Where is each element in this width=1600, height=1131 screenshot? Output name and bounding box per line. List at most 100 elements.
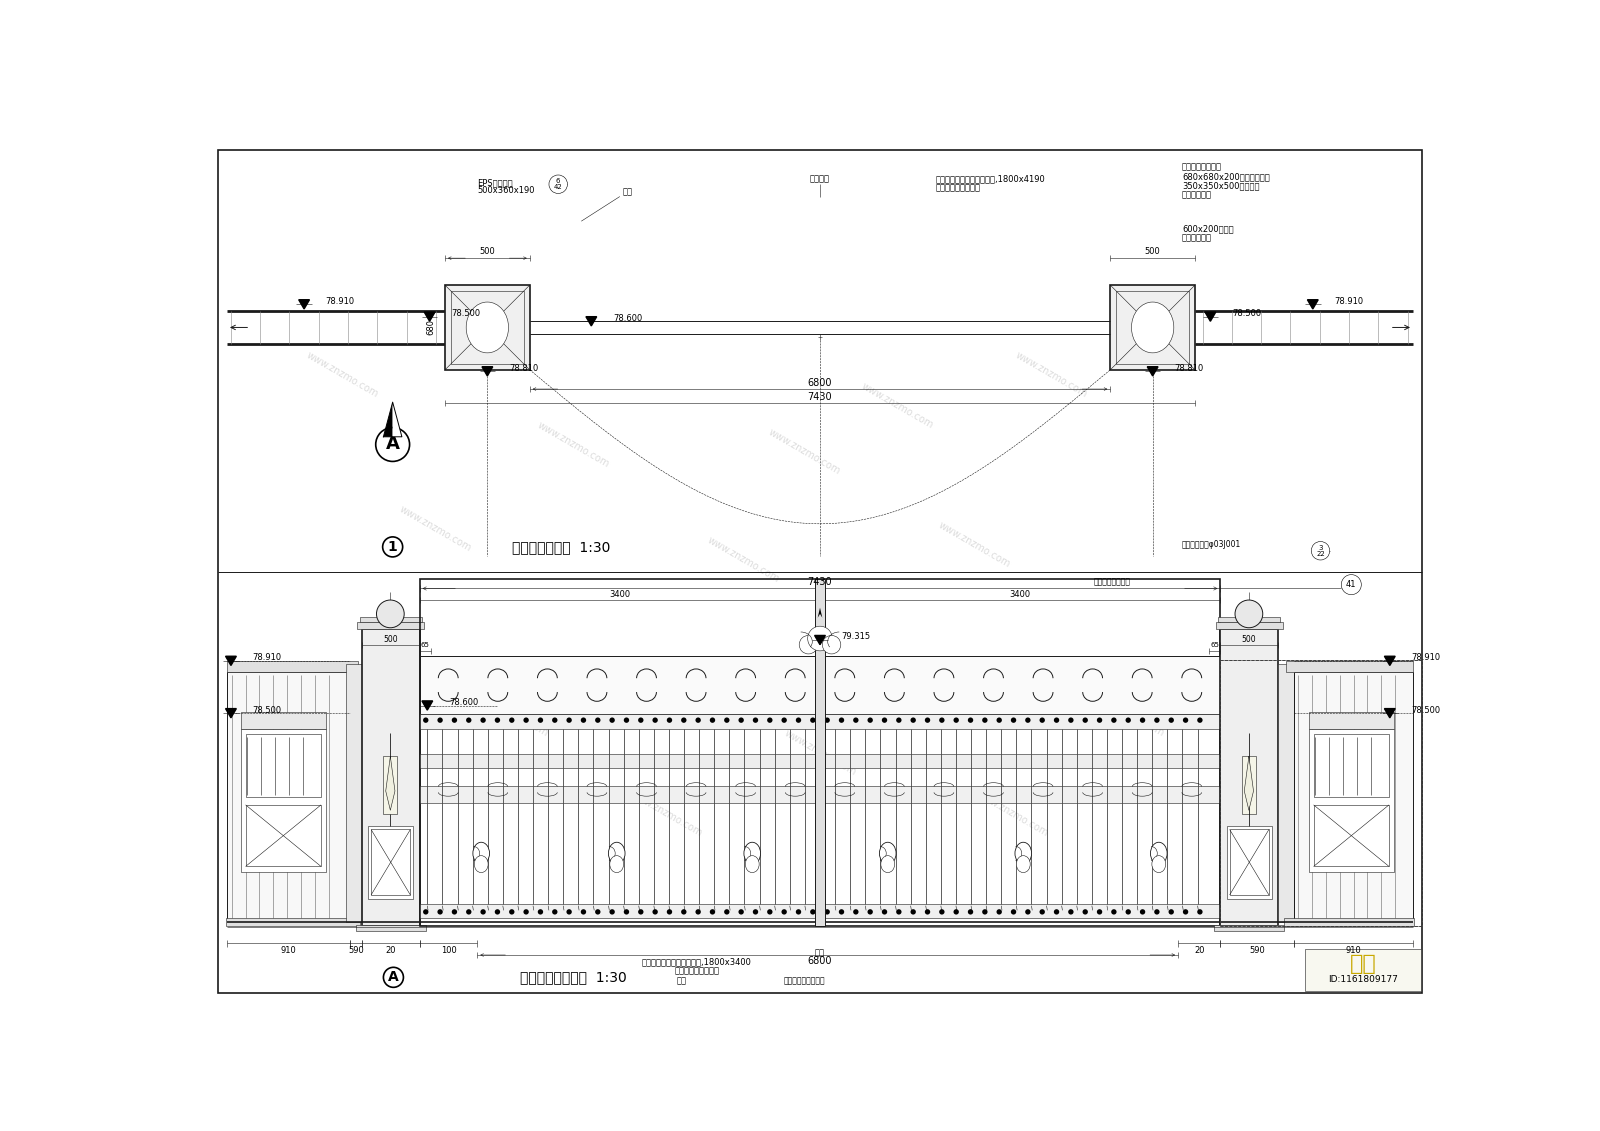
Circle shape <box>376 601 405 628</box>
Ellipse shape <box>1152 856 1166 873</box>
Bar <box>1117 292 1189 364</box>
Circle shape <box>1125 717 1131 723</box>
Polygon shape <box>1245 757 1253 810</box>
Text: 910: 910 <box>282 946 296 955</box>
Text: 7430: 7430 <box>808 577 832 587</box>
Circle shape <box>667 909 672 915</box>
Text: 65: 65 <box>1211 642 1219 648</box>
Bar <box>445 285 530 370</box>
Circle shape <box>624 909 629 915</box>
Circle shape <box>523 909 530 915</box>
Circle shape <box>710 717 715 723</box>
Circle shape <box>867 909 874 915</box>
Polygon shape <box>386 757 395 810</box>
Circle shape <box>896 717 901 723</box>
Bar <box>451 292 523 364</box>
Text: 3400: 3400 <box>610 590 630 599</box>
Text: 知末: 知末 <box>1349 955 1376 974</box>
Bar <box>419 656 1221 714</box>
Circle shape <box>925 909 930 915</box>
Bar <box>1221 661 1422 926</box>
Text: 门槛: 门槛 <box>677 977 686 986</box>
Circle shape <box>752 909 758 915</box>
Circle shape <box>882 717 888 723</box>
Circle shape <box>581 909 586 915</box>
Circle shape <box>494 717 501 723</box>
Circle shape <box>982 909 987 915</box>
Circle shape <box>925 717 930 723</box>
Polygon shape <box>384 403 392 437</box>
Text: EPS机制压墙: EPS机制压墙 <box>477 179 514 188</box>
Bar <box>245 805 322 866</box>
Bar <box>357 622 424 629</box>
Text: 910: 910 <box>1346 946 1362 955</box>
Text: 甲方成品选购: 甲方成品选购 <box>1182 234 1211 243</box>
Ellipse shape <box>744 843 760 864</box>
Bar <box>227 661 358 672</box>
Circle shape <box>795 909 802 915</box>
Circle shape <box>1168 909 1174 915</box>
Circle shape <box>1026 717 1030 723</box>
Text: 米黄色人工石压顶: 米黄色人工石压顶 <box>1182 163 1222 172</box>
Circle shape <box>808 627 832 650</box>
Circle shape <box>624 717 629 723</box>
Text: 20: 20 <box>1194 946 1205 955</box>
Ellipse shape <box>882 856 894 873</box>
Bar <box>1278 664 1293 922</box>
Text: 3400: 3400 <box>1010 590 1030 599</box>
Ellipse shape <box>880 843 896 864</box>
Text: 铁艺闸门（甲方成品选购）,1800x4190: 铁艺闸门（甲方成品选购）,1800x4190 <box>936 174 1045 183</box>
Circle shape <box>810 909 816 915</box>
Ellipse shape <box>1150 843 1166 864</box>
Circle shape <box>667 717 672 723</box>
Circle shape <box>710 909 715 915</box>
Circle shape <box>1110 717 1117 723</box>
Bar <box>419 786 1221 803</box>
Bar <box>360 618 422 622</box>
Text: 65: 65 <box>421 642 429 648</box>
Circle shape <box>1098 717 1102 723</box>
Circle shape <box>800 636 818 654</box>
Bar <box>226 918 360 926</box>
Circle shape <box>595 909 600 915</box>
Circle shape <box>795 717 802 723</box>
Circle shape <box>1312 542 1330 560</box>
Circle shape <box>997 909 1002 915</box>
Circle shape <box>781 717 787 723</box>
Ellipse shape <box>474 856 488 873</box>
Bar <box>245 734 322 797</box>
Text: www.znzmo.com: www.znzmo.com <box>474 689 550 739</box>
Circle shape <box>968 717 973 723</box>
Circle shape <box>638 909 643 915</box>
Polygon shape <box>226 709 237 718</box>
Circle shape <box>581 717 586 723</box>
Circle shape <box>480 717 486 723</box>
Circle shape <box>653 717 658 723</box>
Bar <box>1314 734 1389 797</box>
Bar <box>419 754 1221 768</box>
Circle shape <box>1083 909 1088 915</box>
Ellipse shape <box>746 856 758 873</box>
Circle shape <box>682 717 686 723</box>
Circle shape <box>810 717 816 723</box>
Circle shape <box>566 717 571 723</box>
Text: 78.910: 78.910 <box>326 296 355 305</box>
Text: 铁艺闸门（甲方成品选购）,1800x3400: 铁艺闸门（甲方成品选购）,1800x3400 <box>642 958 752 966</box>
Circle shape <box>1083 717 1088 723</box>
Polygon shape <box>1384 709 1395 718</box>
Text: 680x680x200（指定切割）: 680x680x200（指定切割） <box>1182 172 1270 181</box>
Text: 78.500: 78.500 <box>451 309 480 318</box>
Circle shape <box>1054 717 1059 723</box>
Text: 350x350x500立柱接头: 350x350x500立柱接头 <box>1182 181 1259 190</box>
Circle shape <box>451 909 458 915</box>
Circle shape <box>1110 909 1117 915</box>
Ellipse shape <box>466 302 509 353</box>
Text: 3: 3 <box>1318 545 1323 551</box>
Text: A: A <box>389 970 398 984</box>
Text: 79.315: 79.315 <box>842 632 870 641</box>
Circle shape <box>1154 717 1160 723</box>
Ellipse shape <box>474 843 490 864</box>
Text: 600x200金属灯: 600x200金属灯 <box>1182 224 1234 233</box>
Text: www.znzmo.com: www.znzmo.com <box>766 428 842 477</box>
Circle shape <box>538 909 542 915</box>
